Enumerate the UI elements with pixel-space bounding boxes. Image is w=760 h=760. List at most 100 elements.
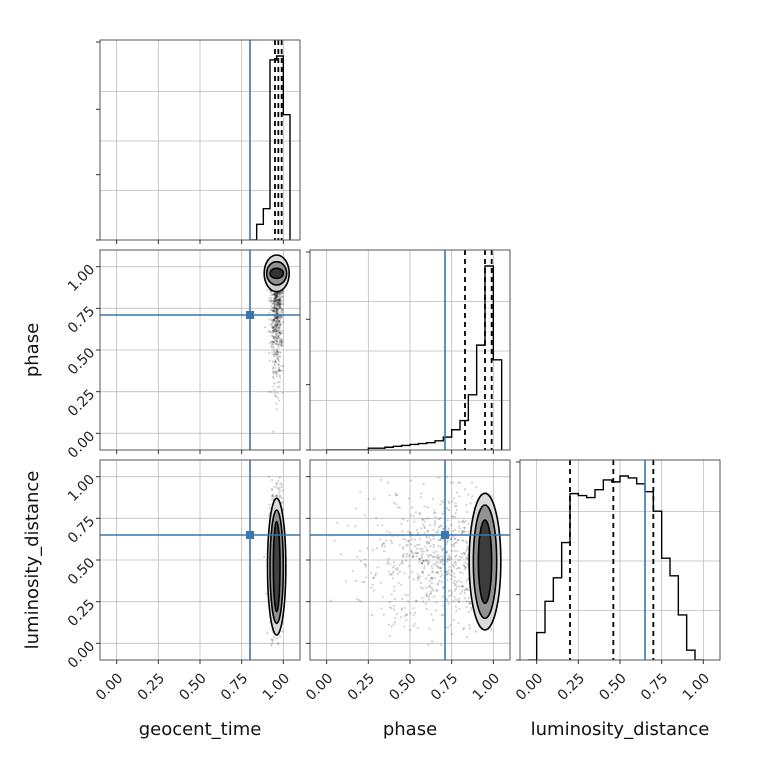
scatter-point xyxy=(278,635,282,638)
scatter-point xyxy=(272,318,275,321)
scatter-point xyxy=(434,512,437,515)
scatter-point xyxy=(278,369,281,372)
scatter-point xyxy=(422,560,425,563)
scatter-point xyxy=(278,351,281,354)
scatter-point xyxy=(397,506,400,509)
scatter-point xyxy=(430,553,433,557)
scatter-point xyxy=(274,366,277,370)
scatter-point xyxy=(429,538,432,542)
scatter-point xyxy=(452,543,456,546)
scatter-point xyxy=(423,531,426,534)
scatter-point xyxy=(401,530,404,533)
scatter-point xyxy=(278,319,281,323)
scatter-point xyxy=(440,560,443,563)
scatter-point xyxy=(400,583,403,586)
scatter-point xyxy=(467,530,470,533)
scatter-point xyxy=(274,370,277,373)
scatter-point xyxy=(278,302,281,305)
scatter-point xyxy=(429,577,432,580)
scatter-point xyxy=(425,558,428,562)
scatter-point xyxy=(439,555,442,558)
scatter-point xyxy=(276,292,279,295)
scatter-point xyxy=(273,308,276,311)
scatter-point xyxy=(364,514,367,517)
scatter-point xyxy=(425,540,429,544)
scatter-point xyxy=(394,567,397,570)
scatter-point xyxy=(273,360,277,363)
scatter-point xyxy=(275,319,278,322)
scatter-point xyxy=(276,329,279,332)
scatter-point xyxy=(274,316,277,319)
scatter-point xyxy=(273,388,276,392)
scatter-point xyxy=(272,330,275,333)
scatter-point xyxy=(281,391,284,394)
scatter-point xyxy=(433,595,436,598)
scatter-point xyxy=(445,560,448,563)
scatter-point xyxy=(276,325,279,328)
scatter-point xyxy=(434,562,437,566)
scatter-point xyxy=(468,627,471,630)
scatter-point xyxy=(273,303,276,306)
scatter-point xyxy=(420,550,423,553)
scatter-point xyxy=(454,598,457,601)
scatter-point xyxy=(281,292,285,295)
scatter-point xyxy=(278,323,281,327)
scatter-point xyxy=(265,592,268,595)
scatter-point xyxy=(354,579,358,583)
scatter-point xyxy=(458,585,461,588)
scatter-point xyxy=(436,583,439,586)
scatter-point xyxy=(418,557,421,560)
scatter-point xyxy=(407,554,411,557)
scatter-point xyxy=(278,298,282,301)
scatter-point xyxy=(271,367,275,370)
scatter-point xyxy=(268,296,271,300)
scatter-point xyxy=(430,565,433,568)
scatter-point xyxy=(272,292,275,295)
scatter-point xyxy=(275,316,279,319)
scatter-point xyxy=(454,582,457,586)
scatter-point xyxy=(461,584,464,588)
scatter-point xyxy=(270,638,273,641)
scatter-point xyxy=(280,329,283,332)
scatter-point xyxy=(275,402,278,405)
scatter-point xyxy=(278,292,281,295)
scatter-point xyxy=(275,294,278,297)
scatter-point xyxy=(403,625,406,628)
scatter-point xyxy=(381,595,384,599)
hist-step-geocent_time xyxy=(250,55,291,240)
scatter-point xyxy=(439,545,443,548)
scatter-point xyxy=(275,347,278,351)
scatter-point xyxy=(278,315,282,318)
scatter-point xyxy=(279,340,282,343)
scatter-point xyxy=(405,613,408,616)
scatter-point xyxy=(457,579,461,582)
scatter-point xyxy=(453,537,456,540)
scatter-point xyxy=(274,394,277,398)
scatter-point xyxy=(278,299,281,302)
scatter-point xyxy=(274,330,278,333)
scatter-point xyxy=(430,576,433,579)
scatter-point xyxy=(275,304,278,307)
scatter-point xyxy=(428,554,432,557)
scatter-point xyxy=(455,554,458,557)
scatter-point xyxy=(446,599,449,602)
scatter-point xyxy=(280,297,283,300)
scatter-point xyxy=(279,351,282,354)
scatter-point xyxy=(358,549,362,553)
scatter-point xyxy=(276,352,280,355)
scatter-point xyxy=(426,549,429,552)
scatter-point xyxy=(275,324,278,328)
scatter-point xyxy=(425,548,429,551)
scatter-point xyxy=(391,566,395,569)
scatter-point xyxy=(274,300,278,303)
scatter-point xyxy=(278,331,281,335)
scatter-point xyxy=(456,550,459,553)
scatter-point xyxy=(272,335,275,338)
scatter-point xyxy=(424,586,427,589)
scatter-point xyxy=(277,368,281,371)
scatter-point xyxy=(437,566,440,570)
scatter-point xyxy=(275,330,279,333)
scatter-point xyxy=(270,642,274,645)
